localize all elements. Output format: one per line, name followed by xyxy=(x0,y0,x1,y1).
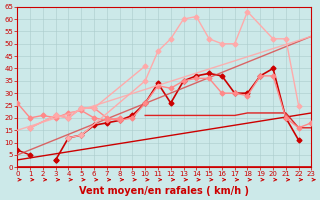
X-axis label: Vent moyen/en rafales ( km/h ): Vent moyen/en rafales ( km/h ) xyxy=(79,186,249,196)
